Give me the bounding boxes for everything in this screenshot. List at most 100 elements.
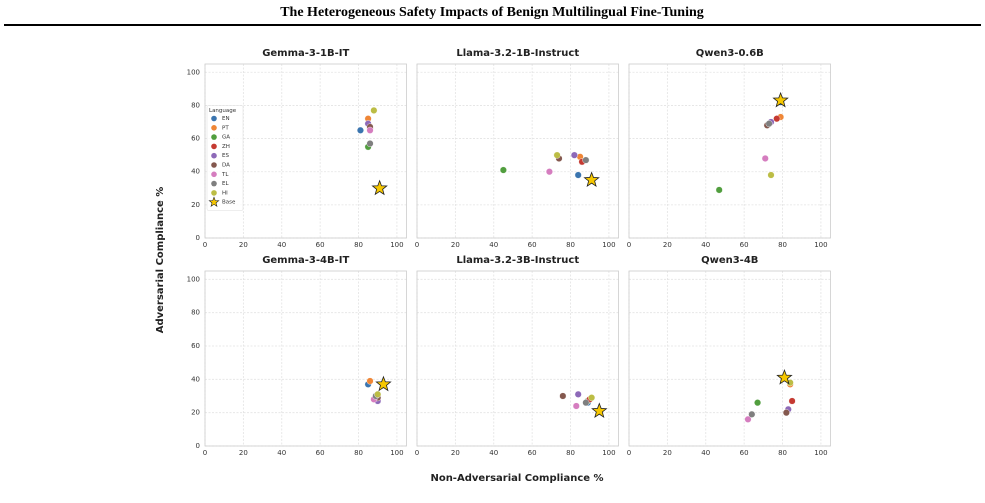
point [715,186,723,194]
legend-swatch [211,125,217,131]
x-tick-label: 20 [663,449,672,457]
x-tick-label: 80 [566,449,575,457]
x-tick-label: 20 [451,449,460,457]
legend-swatch [211,152,217,159]
point [570,151,578,159]
legend-label: GA [222,135,230,141]
x-tick-label: 20 [239,449,248,457]
legend-swatch [211,171,217,178]
y-tick-label: 40 [191,168,200,176]
point [559,392,567,400]
panel-title: Gemma-3-1B-IT [262,48,349,59]
legend-swatch [211,115,217,122]
x-tick-label: 60 [316,241,325,249]
x-tick-label: 60 [740,241,749,249]
base-marker [583,171,600,187]
y-tick-label: 100 [187,275,200,283]
y-tick-label: 20 [191,201,200,209]
base-marker [591,402,608,418]
legend-title: Language [209,108,237,114]
y-axis-label: Adversarial Compliance % [155,187,166,334]
legend-label: EN [222,116,230,122]
figure-title: The Heterogeneous Safety Impacts of Beni… [280,5,704,20]
x-tick-label: 0 [627,241,631,249]
point [773,115,781,123]
x-tick-label: 0 [203,449,207,457]
x-tick-label: 80 [778,449,787,457]
legend-label: HI [222,190,228,196]
y-tick-label: 60 [191,342,200,350]
panel-title: Qwen3-0.6B [696,48,764,59]
point [582,399,590,407]
x-tick-label: 20 [451,241,460,249]
x-tick-label: 40 [277,449,286,457]
x-tick-label: 60 [316,449,325,457]
panel-title: Llama-3.2-1B-Instruct [456,48,579,59]
legend-swatch [211,180,217,187]
point [545,168,553,176]
x-tick-label: 0 [415,241,419,249]
base-marker [776,369,793,385]
base-marker [375,375,392,392]
plot-frame [204,63,407,239]
x-tick-label: 40 [489,241,498,249]
legend-label: PT [222,125,229,131]
x-axis-label: Non-Adversarial Compliance % [430,473,603,484]
panel-title: Gemma-3-4B-IT [262,255,349,266]
point [767,171,775,179]
y-tick-label: 20 [191,409,200,417]
point [374,390,382,398]
x-tick-label: 100 [602,241,615,249]
point [761,154,769,162]
legend-label: ZH [222,144,230,150]
point [574,171,582,179]
point [574,390,582,398]
y-tick-label: 80 [191,309,200,317]
legend-label: TL [221,172,229,178]
panel-title: Qwen3-4B [701,255,758,266]
plot-frame [628,270,831,447]
x-tick-label: 40 [701,449,710,457]
x-tick-label: 100 [390,449,403,457]
x-tick-label: 0 [627,449,631,457]
point [765,120,773,128]
x-tick-label: 60 [740,449,749,457]
point [366,126,374,134]
x-tick-label: 20 [239,241,248,249]
point [553,151,561,159]
legend-swatch [211,162,217,168]
x-tick-label: 100 [602,449,615,457]
plot-frame [416,63,619,239]
x-tick-label: 80 [778,241,787,249]
x-tick-label: 0 [415,449,419,457]
legend-swatch [211,143,217,150]
x-tick-label: 60 [528,241,537,249]
y-tick-label: 100 [187,68,200,76]
point [572,402,580,410]
plot-frame [628,63,831,239]
plot-area [205,271,407,446]
legend-swatch [208,196,220,207]
plot-area [629,64,831,238]
x-tick-label: 100 [814,449,827,457]
base-marker [772,91,789,108]
x-tick-label: 20 [663,241,672,249]
plot-area [629,271,831,446]
x-tick-label: 100 [814,241,827,249]
point [370,106,378,114]
legend-label: ES [222,153,229,159]
point [499,166,507,174]
y-tick-label: 80 [191,101,200,109]
plot-frame [416,270,619,447]
point [788,397,796,405]
point [582,156,590,164]
legend-swatch [211,134,217,140]
x-tick-label: 80 [354,449,363,457]
point [588,394,596,402]
plot-area [417,64,619,238]
x-tick-label: 80 [566,241,575,249]
x-tick-label: 40 [701,241,710,249]
legend-swatch [211,190,217,196]
x-tick-label: 60 [528,449,537,457]
legend-label: EL [222,181,229,187]
